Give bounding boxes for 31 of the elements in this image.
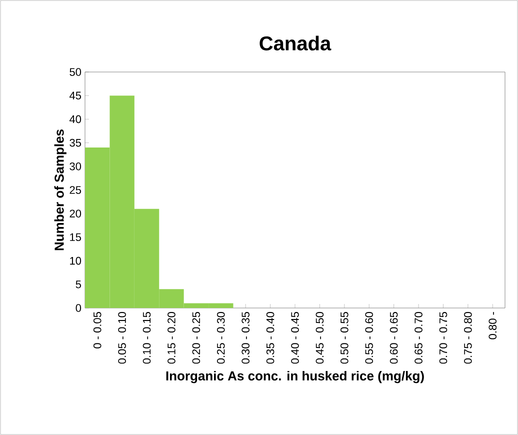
y-tick-label: 30 [70, 162, 82, 170]
y-tick-label: 50 [70, 68, 82, 76]
y-tick-label: 45 [69, 92, 82, 100]
x-tick-label: 0.35 - 0.40 [266, 312, 274, 364]
x-tick-label: 0.60 - 0.65 [390, 312, 398, 364]
y-tick-label: 10 [70, 256, 82, 265]
x-tick-label: 0.70 - 0.75 [439, 312, 448, 364]
y-tick-label: 20 [70, 210, 82, 218]
y-axis-title: Number of Samples [54, 129, 66, 250]
x-tick-label: 0.50 - 0.55 [340, 312, 348, 364]
x-tick-label: 0.80 - [488, 312, 497, 340]
y-tick-label: 15 [70, 233, 82, 242]
x-axis-title: Inorganic As conc. in husked rice (mg/kg) [166, 370, 424, 384]
x-tick-label: 0.20 - 0.25 [192, 312, 200, 364]
x-tick-label: 0.10 - 0.15 [142, 312, 151, 364]
x-tick-label: 0.25 - 0.30 [216, 312, 225, 364]
y-tick-label: 40 [69, 115, 82, 124]
x-tick-label: 0.40 - 0.45 [291, 312, 299, 364]
x-tick-label: 0 - 0.05 [93, 312, 102, 348]
y-tick-label: 25 [70, 186, 82, 194]
x-tick-label: 0.65 - 0.70 [414, 312, 422, 364]
y-tick-label: 0 [76, 304, 82, 312]
x-tick-label: 0.05 - 0.10 [118, 312, 126, 364]
y-tick-label: 35 [70, 138, 82, 147]
x-tick-label: 0.15 - 0.20 [168, 312, 176, 364]
x-tick-label: 0.75 - 0.80 [464, 312, 472, 364]
x-tick-label: 0.45 - 0.50 [316, 312, 324, 364]
chart-title: Canada [260, 36, 332, 51]
x-tick-label: 0.55 - 0.60 [365, 312, 374, 364]
x-tick-label: 0.30 - 0.35 [242, 312, 250, 364]
y-tick-label: 5 [76, 280, 82, 288]
